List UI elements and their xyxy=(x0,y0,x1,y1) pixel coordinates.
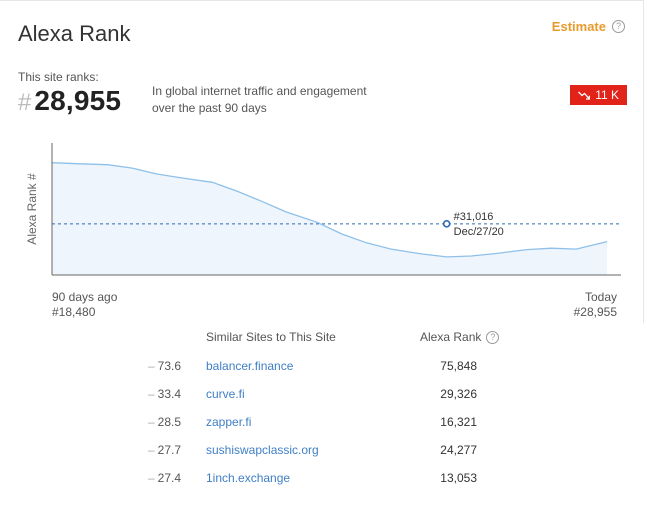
overlap-score: 27.7 xyxy=(157,443,181,457)
x-end-value: #28,955 xyxy=(573,305,617,319)
score-dash: – xyxy=(148,359,155,373)
x-axis-end: Today #28,955 xyxy=(574,290,617,320)
rank-change-value: 11 K xyxy=(595,88,619,102)
x-start-value: #18,480 xyxy=(52,305,96,319)
score-dash: – xyxy=(148,415,155,429)
similar-site-rank: 29,326 xyxy=(440,387,477,401)
rank-description: In global internet traffic and engagemen… xyxy=(152,84,367,115)
list-item: – 28.5 zapper.fi 16,321 xyxy=(0,415,647,435)
highlight-rank-label: #31,016 xyxy=(454,211,494,223)
alexa-rank-column-header: Alexa Rank ? xyxy=(420,330,500,344)
estimate-link[interactable]: Estimate ? xyxy=(552,19,625,34)
list-item: – 27.4 1inch.exchange 13,053 xyxy=(0,471,647,491)
help-icon[interactable]: ? xyxy=(486,330,500,344)
y-axis-label: Alexa Rank # xyxy=(25,173,39,245)
similar-site-link[interactable]: sushiswapclassic.org xyxy=(206,443,319,457)
list-item: – 33.4 curve.fi 29,326 xyxy=(0,387,647,407)
overlap-score: 73.6 xyxy=(157,359,181,373)
similar-sites-header: Similar Sites to This Site xyxy=(206,330,336,344)
rank-area-fill xyxy=(52,162,607,275)
similar-site-link[interactable]: 1inch.exchange xyxy=(206,471,291,485)
help-icon[interactable]: ? xyxy=(612,20,625,33)
score-dash: – xyxy=(148,471,155,485)
list-item: – 27.7 sushiswapclassic.org 24,277 xyxy=(0,443,647,463)
overlap-score: 27.4 xyxy=(157,471,181,485)
similar-site-rank: 75,848 xyxy=(440,359,477,373)
overlap-score: 33.4 xyxy=(157,387,181,401)
score-dash: – xyxy=(148,443,155,457)
trend-down-icon xyxy=(578,91,591,100)
similar-site-rank: 13,053 xyxy=(440,471,477,485)
ranks-label: This site ranks: xyxy=(18,70,99,84)
similar-site-link[interactable]: zapper.fi xyxy=(206,415,252,429)
similar-site-link[interactable]: curve.fi xyxy=(206,387,245,401)
alexa-rank-header-label: Alexa Rank xyxy=(420,330,482,344)
estimate-label: Estimate xyxy=(551,19,606,34)
rank-chart: Alexa Rank # #31,016 Dec/27/20 xyxy=(25,143,621,276)
score-dash: – xyxy=(148,387,155,401)
x-axis-start: 90 days ago #18,480 xyxy=(52,290,117,320)
rank-change-badge: 11 K xyxy=(570,85,627,105)
overlap-score: 28.5 xyxy=(157,415,181,429)
similar-site-rank: 16,321 xyxy=(440,415,477,429)
x-end-label: Today xyxy=(584,290,617,304)
similar-site-rank: 24,277 xyxy=(440,443,477,457)
highlight-date-label: Dec/27/20 xyxy=(454,226,504,238)
global-rank-value: 28,955 xyxy=(34,85,122,116)
list-item: – 73.6 balancer.finance 75,848 xyxy=(0,359,647,379)
similar-site-link[interactable]: balancer.finance xyxy=(206,359,294,373)
highlight-marker[interactable] xyxy=(442,220,451,228)
x-start-label: 90 days ago xyxy=(52,290,118,304)
hash-symbol: # xyxy=(18,89,32,116)
rank-line xyxy=(51,162,608,258)
alexa-rank-card: Alexa Rank Estimate ? This site ranks: #… xyxy=(0,0,644,323)
card-title: Alexa Rank xyxy=(18,21,131,46)
global-rank: # 28,955 xyxy=(18,85,121,117)
